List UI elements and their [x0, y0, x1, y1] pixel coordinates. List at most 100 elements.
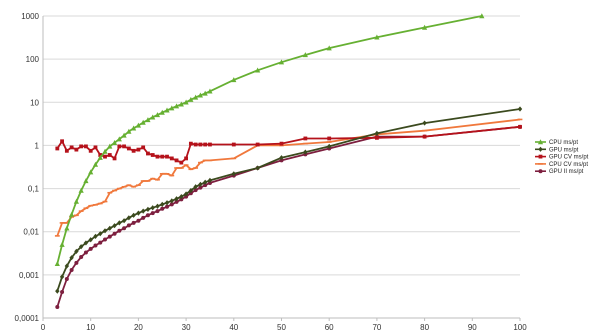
data-point-gpu-ii-ms-pt [150, 211, 155, 216]
y-tick-label: 0,001 [19, 271, 40, 280]
data-point-cpu-cv-ms-pt [73, 214, 79, 217]
data-point-gpu-ms-pt [98, 231, 103, 237]
data-point-gpu-cv-ms-pt [198, 142, 203, 147]
data-point-cpu-ms-pt [140, 119, 146, 125]
data-point-cpu-cv-ms-pt [126, 184, 132, 186]
data-point-cpu-ms-pt [164, 107, 170, 113]
data-point-gpu-ms-pt [112, 223, 117, 229]
x-tick-label: 70 [372, 323, 381, 332]
data-point-gpu-ms-pt [59, 274, 65, 280]
data-point-gpu-cv-ms-pt [303, 136, 308, 141]
data-point-cpu-cv-ms-pt [136, 184, 141, 186]
data-point-cpu-ms-pt [97, 154, 103, 160]
data-point-gpu-ms-pt [198, 181, 203, 187]
data-point-gpu-cv-ms-pt [122, 144, 126, 149]
data-point-cpu-ms-pt [197, 92, 204, 98]
data-point-cpu-cv-ms-pt [231, 157, 237, 160]
data-point-gpu-cv-ms-pt [103, 154, 107, 159]
data-point-gpu-cv-ms-pt [136, 147, 141, 152]
data-point-gpu-cv-ms-pt [179, 160, 184, 165]
legend-item-cpu-cv-ms-pt: CPU CV ms/pt [535, 162, 588, 168]
x-tick-label: 50 [277, 323, 286, 332]
data-point-gpu-cv-ms-pt [174, 158, 179, 163]
data-point-gpu-ii-ms-pt [107, 234, 112, 239]
y-tick-label: 0,01 [23, 228, 39, 237]
data-point-cpu-ms-pt [302, 52, 308, 58]
data-point-gpu-ms-pt [145, 206, 151, 212]
data-point-gpu-ii-ms-pt [160, 206, 165, 211]
data-point-gpu-ms-pt [69, 255, 74, 261]
data-point-gpu-cv-ms-pt [203, 142, 208, 147]
data-point-gpu-ii-ms-pt [98, 240, 103, 245]
data-point-cpu-ms-pt [169, 105, 175, 111]
x-tick-label: 20 [134, 323, 143, 332]
data-point-cpu-ms-pt [154, 112, 161, 118]
data-point-gpu-ms-pt [102, 228, 108, 234]
data-point-cpu-ms-pt [193, 94, 199, 100]
chart-plot-area [54, 13, 523, 309]
data-point-cpu-ms-pt [54, 261, 60, 267]
data-point-gpu-ii-ms-pt [103, 237, 108, 242]
data-point-gpu-cv-ms-pt [60, 139, 64, 144]
data-point-gpu-ii-ms-pt [64, 277, 69, 282]
data-point-gpu-cv-ms-pt [255, 142, 260, 147]
series-cpu-ms-pt [54, 13, 485, 267]
legend-swatch-marker [538, 154, 543, 159]
data-point-cpu-ms-pt [479, 13, 485, 19]
data-point-gpu-ii-ms-pt [122, 226, 127, 231]
data-point-gpu-ii-ms-pt [203, 183, 208, 188]
legend-label: CPU CV ms/pt [549, 162, 588, 168]
data-point-gpu-ii-ms-pt [198, 185, 203, 190]
data-point-gpu-cv-ms-pt [165, 154, 169, 159]
data-point-gpu-ii-ms-pt [165, 204, 170, 209]
data-point-cpu-ms-pt [188, 96, 194, 102]
data-point-cpu-cv-ms-pt [116, 187, 122, 190]
data-point-gpu-ms-pt [131, 212, 136, 218]
y-tick-label: 0,0001 [15, 314, 40, 323]
data-point-gpu-cv-ms-pt [88, 148, 93, 153]
data-point-gpu-ms-pt [78, 244, 84, 250]
legend-swatch-marker [538, 163, 543, 165]
data-point-cpu-cv-ms-pt [107, 191, 113, 194]
data-point-gpu-ii-ms-pt [174, 199, 179, 204]
data-point-gpu-ii-ms-pt [193, 188, 198, 193]
data-point-cpu-ms-pt [88, 169, 94, 175]
x-tick-label: 90 [468, 323, 477, 332]
chart-tick-labels: 0,0001 0,001 0,01 0,1 1 10 100 1000 0 10 20 30 40 50 6… [15, 12, 528, 332]
data-point-cpu-cv-ms-pt [174, 167, 179, 169]
y-tick-label: 0,1 [28, 185, 40, 194]
data-point-cpu-ms-pt [159, 109, 165, 115]
data-point-gpu-ms-pt [88, 237, 93, 243]
data-point-cpu-cv-ms-pt [150, 177, 156, 180]
data-point-cpu-cv-ms-pt [207, 159, 213, 162]
data-point-cpu-ms-pt [135, 122, 141, 128]
data-point-cpu-cv-ms-pt [97, 202, 103, 205]
data-point-cpu-cv-ms-pt [155, 178, 160, 181]
data-point-gpu-cv-ms-pt [146, 151, 150, 156]
data-point-gpu-ii-ms-pt [83, 250, 88, 255]
data-point-gpu-cv-ms-pt [74, 147, 79, 152]
legend-item-gpu-ms-pt: GPU ms/pt [535, 146, 579, 153]
x-tick-label: 80 [420, 323, 429, 332]
data-point-cpu-cv-ms-pt [140, 180, 146, 182]
data-point-gpu-ii-ms-pt [155, 209, 160, 214]
data-point-cpu-ms-pt [255, 67, 261, 73]
data-point-cpu-ms-pt [73, 198, 79, 204]
data-point-gpu-ii-ms-pt [126, 223, 131, 228]
data-point-gpu-cv-ms-pt [518, 124, 522, 129]
x-tick-label: 100 [513, 323, 527, 332]
legend-label: GPU CV ms/pt [549, 155, 589, 161]
data-point-gpu-ii-ms-pt [74, 260, 79, 265]
data-point-gpu-ms-pt [126, 215, 132, 221]
data-point-cpu-ms-pt [326, 45, 332, 51]
data-point-gpu-ii-ms-pt [279, 158, 284, 163]
data-point-cpu-cv-ms-pt [83, 207, 89, 210]
data-point-gpu-ii-ms-pt [112, 231, 117, 236]
data-point-cpu-ms-pt [69, 211, 75, 217]
data-point-gpu-cv-ms-pt [375, 135, 379, 140]
data-point-gpu-ms-pt [169, 198, 174, 204]
data-point-gpu-ms-pt [193, 184, 198, 190]
y-tick-label: 10 [30, 98, 39, 107]
